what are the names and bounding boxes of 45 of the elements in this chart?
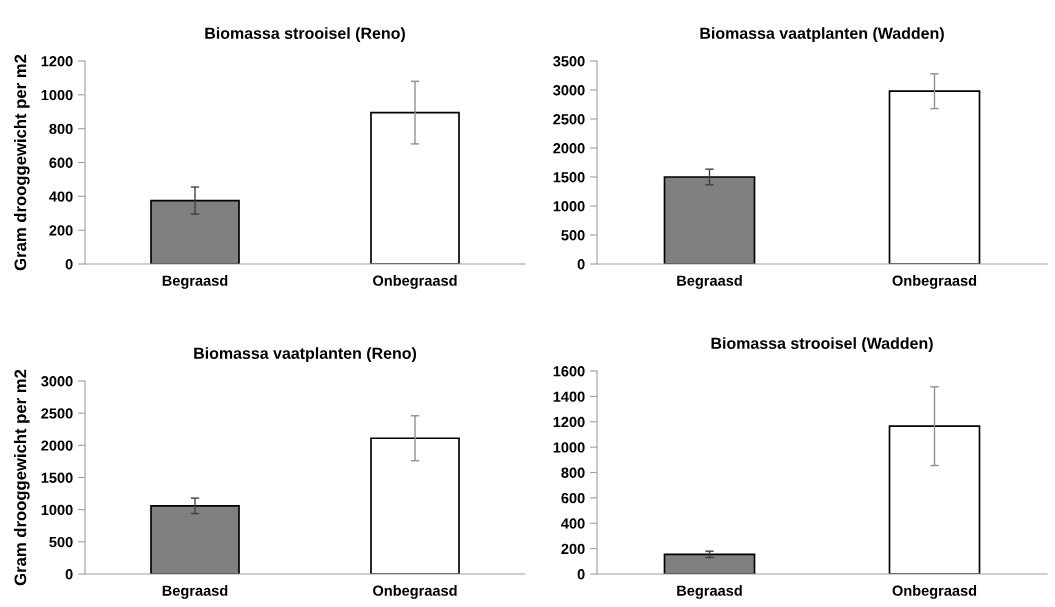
y-tick-label: 600 bbox=[561, 492, 585, 504]
y-tick-label: 0 bbox=[65, 259, 73, 270]
y-tick-label: 1600 bbox=[553, 366, 585, 377]
y-tick-label: 1500 bbox=[553, 172, 585, 183]
x-tick-label: Onbegraasd bbox=[373, 585, 457, 599]
y-tick-label: 3000 bbox=[553, 85, 585, 96]
x-tick-label: Onbegraasd bbox=[892, 585, 977, 599]
y-tick-label: 800 bbox=[561, 467, 585, 478]
x-tick-label: Begraasd bbox=[162, 275, 228, 289]
y-tick-label: 1400 bbox=[553, 391, 585, 402]
y-tick-label: 2500 bbox=[41, 408, 73, 419]
chart-title: Biomassa strooisel (Reno) bbox=[205, 27, 405, 43]
chart-title: Biomassa vaatplanten (Wadden) bbox=[700, 27, 944, 43]
y-tick-label: 3500 bbox=[553, 56, 585, 67]
y-axis-title: Gram drooggewicht per m2 bbox=[14, 369, 30, 586]
y-tick-label: 1000 bbox=[553, 201, 585, 212]
x-tick-label: Onbegraasd bbox=[892, 275, 977, 289]
y-tick-label: 500 bbox=[49, 536, 73, 548]
x-tick-label: Begraasd bbox=[677, 585, 742, 599]
y-tick-label: 200 bbox=[561, 543, 585, 555]
y-tick-label: 400 bbox=[561, 518, 585, 529]
y-tick-label: 2000 bbox=[553, 143, 585, 154]
y-tick-label: 600 bbox=[49, 157, 73, 168]
y-axis-title: Gram drooggewicht per m2 bbox=[14, 54, 30, 271]
y-tick-label: 800 bbox=[49, 123, 73, 135]
y-tick-label: 1200 bbox=[41, 56, 73, 67]
y-tick-label: 0 bbox=[65, 569, 73, 580]
y-tick-label: 1000 bbox=[41, 89, 73, 101]
x-tick-label: Onbegraasd bbox=[373, 275, 457, 289]
y-tick-label: 2000 bbox=[41, 440, 73, 451]
y-tick-label: 1000 bbox=[41, 504, 73, 516]
y-tick-label: 400 bbox=[49, 191, 73, 202]
y-tick-label: 0 bbox=[577, 569, 585, 580]
y-tick-label: 1000 bbox=[553, 442, 585, 453]
y-tick-label: 1200 bbox=[553, 416, 585, 428]
chart-title: Biomassa vaatplanten (Reno) bbox=[194, 347, 417, 363]
y-tick-label: 500 bbox=[561, 230, 585, 241]
y-tick-label: 0 bbox=[577, 259, 585, 270]
y-tick-label: 200 bbox=[49, 225, 73, 236]
chart-title: Biomassa strooisel (Wadden) bbox=[711, 337, 933, 353]
x-tick-label: Begraasd bbox=[162, 585, 228, 599]
y-tick-label: 1500 bbox=[41, 472, 73, 483]
x-tick-label: Begraasd bbox=[677, 275, 742, 289]
y-tick-label: 3000 bbox=[41, 376, 73, 387]
y-tick-label: 2500 bbox=[553, 114, 585, 125]
